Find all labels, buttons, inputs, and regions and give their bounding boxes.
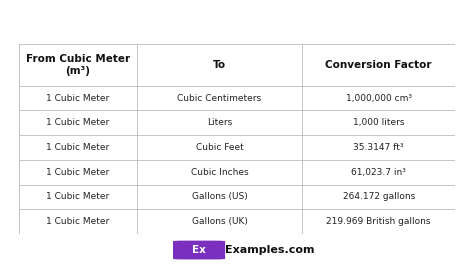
Text: Cubic Centimeters: Cubic Centimeters	[177, 94, 262, 103]
Text: Ex: Ex	[192, 245, 206, 255]
Text: Examples.com: Examples.com	[225, 245, 315, 255]
Text: 264.172 gallons: 264.172 gallons	[343, 193, 415, 201]
Text: Gallons (US): Gallons (US)	[191, 193, 247, 201]
Text: Cubic Inches: Cubic Inches	[191, 168, 248, 177]
Text: 35.3147 ft³: 35.3147 ft³	[354, 143, 404, 152]
Text: Cubic Feet: Cubic Feet	[196, 143, 244, 152]
Text: 1,000 liters: 1,000 liters	[353, 118, 404, 127]
Text: 1 Cubic Meter: 1 Cubic Meter	[46, 193, 109, 201]
FancyBboxPatch shape	[173, 241, 225, 259]
Text: 1 Cubic Meter: 1 Cubic Meter	[46, 217, 109, 226]
Text: 61,023.7 in³: 61,023.7 in³	[351, 168, 406, 177]
Text: 1 Cubic Meter: 1 Cubic Meter	[46, 168, 109, 177]
Text: Conversion of Cubic meter into Other Units: Conversion of Cubic meter into Other Uni…	[35, 13, 439, 31]
Text: To: To	[213, 60, 226, 70]
Text: Conversion Factor: Conversion Factor	[326, 60, 432, 70]
Text: Liters: Liters	[207, 118, 232, 127]
Text: 1 Cubic Meter: 1 Cubic Meter	[46, 94, 109, 103]
Text: 219.969 British gallons: 219.969 British gallons	[327, 217, 431, 226]
Text: 1 Cubic Meter: 1 Cubic Meter	[46, 143, 109, 152]
Text: Gallons (UK): Gallons (UK)	[191, 217, 247, 226]
Text: 1 Cubic Meter: 1 Cubic Meter	[46, 118, 109, 127]
Text: 1,000,000 cm³: 1,000,000 cm³	[346, 94, 412, 103]
Text: From Cubic Meter
(m³): From Cubic Meter (m³)	[26, 54, 130, 76]
